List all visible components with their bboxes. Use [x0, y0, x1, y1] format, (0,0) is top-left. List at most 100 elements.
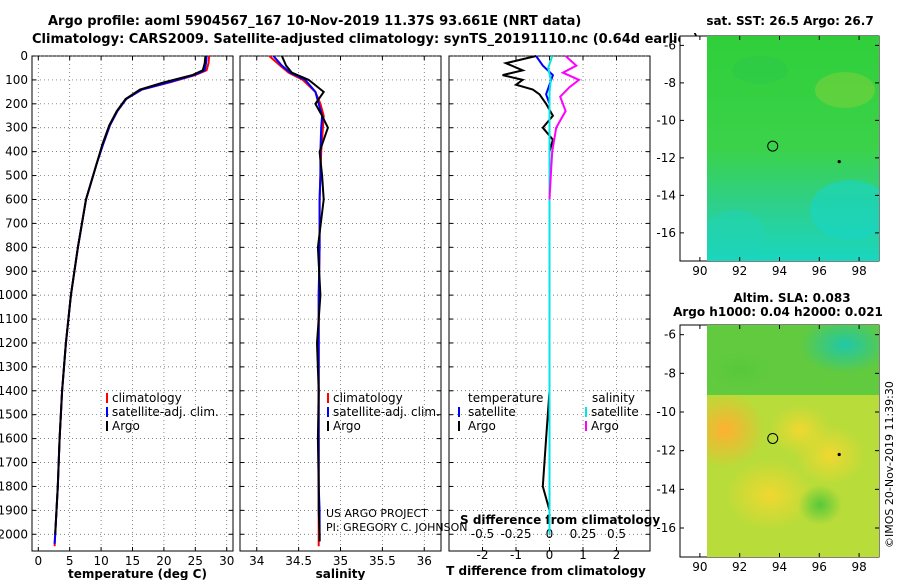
x-tick-label: 92 [732, 264, 747, 278]
y-tick-label: -12 [656, 444, 676, 458]
legend-title: temperature [468, 391, 543, 405]
legend-label: satellite [591, 405, 639, 419]
legend-label: satellite-adj. clim. [112, 405, 219, 419]
legend-label: climatology [333, 391, 403, 405]
y-tick-label: -14 [656, 188, 676, 202]
y-tick-label: 1700 [0, 456, 28, 470]
x-tick-label: 92 [732, 560, 747, 574]
x-tick-label: 34 [249, 554, 264, 568]
credit-line-1: US ARGO PROJECT [326, 507, 428, 520]
series-s-satellite [547, 55, 554, 535]
series-satellite-adj-clim- [272, 55, 324, 542]
series-s-argo [548, 55, 581, 200]
y-tick-label: -8 [664, 366, 676, 380]
y-tick-label: 1100 [0, 312, 28, 326]
x-tick-label: 0 [546, 548, 554, 562]
x-tick-label: 96 [812, 264, 827, 278]
y-tick-label: 1800 [0, 479, 28, 493]
y-tick-label: 1900 [0, 503, 28, 517]
y-tick-label: 1000 [0, 288, 28, 302]
y-tick-label: 800 [5, 240, 28, 254]
legend-label: satellite [468, 405, 516, 419]
series-climatology [53, 55, 211, 547]
legend-label: Argo [468, 419, 496, 433]
series-t-argo [502, 55, 555, 535]
profile-location-marker [767, 140, 779, 152]
x-tick-label: 90 [692, 560, 707, 574]
y-tick-label: -10 [656, 405, 676, 419]
legend-label: Argo [112, 419, 140, 433]
y-tick-label: 1600 [0, 432, 28, 446]
x-tick-label: 35 [333, 554, 348, 568]
sla-map-panel: Altim. SLA: 0.083 Argo h1000: 0.04 h2000… [656, 291, 883, 574]
x-tick-label: 90 [692, 264, 707, 278]
x2-tick-label: -0.5 [471, 527, 494, 541]
x2-axis-label: S difference from climatology [460, 513, 660, 527]
salinity-panel: 34 34.5 35 35.5 36 salinity climatologysatelli… [239, 55, 442, 580]
x2-tick-label: 0.5 [607, 527, 626, 541]
x-tick-label: 25 [188, 554, 203, 568]
y-tick-label: -14 [656, 482, 676, 496]
grid [32, 55, 233, 551]
y-tick-label: -6 [664, 38, 676, 52]
legend-title: salinity [592, 391, 635, 405]
y-tick-label: 500 [5, 169, 28, 183]
float-location-marker [837, 452, 841, 457]
legend-label: Argo [333, 419, 361, 433]
series-climatology [268, 55, 325, 547]
grid [240, 55, 441, 551]
x-tick-label: 0 [34, 554, 42, 568]
x-tick-label: 35.5 [369, 554, 396, 568]
credit-line-2: PI: GREGORY C. JOHNSON [326, 521, 467, 534]
y-tick-label: 300 [5, 121, 28, 135]
x-tick-label: 98 [851, 560, 866, 574]
figure-title: Argo profile: aoml 5904567_167 10-Nov-20… [48, 14, 581, 29]
y-tick-label: -16 [656, 521, 676, 535]
y-tick-label: 2000 [0, 527, 28, 541]
y-tick-label: 1300 [0, 360, 28, 374]
sla-map-subtitle: Argo h1000: 0.04 h2000: 0.021 [673, 305, 883, 319]
x-tick-label: 96 [812, 560, 827, 574]
y-tick-label: -8 [664, 76, 676, 90]
y-tick-label: -10 [656, 113, 676, 127]
x-tick-label: -1 [510, 548, 522, 562]
profile-location-marker [767, 432, 779, 444]
x-axis-label: temperature (deg C) [68, 567, 207, 580]
legend-label: climatology [112, 391, 182, 405]
x-tick-label: 2 [613, 548, 621, 562]
x-tick-label: 1 [579, 548, 587, 562]
difference-panel: -0.5 -0.25 0 0.25 0.5-2 -1 0 1 2S difference fro… [446, 55, 660, 578]
x-tick-label: 94 [772, 264, 787, 278]
temperature-panel: 0100200300400500600700800900100011001200… [0, 49, 234, 580]
sst-map-title: sat. SST: 26.5 Argo: 26.7 [706, 14, 873, 28]
y-tick-label: -16 [656, 226, 676, 240]
y-tick-label: 200 [5, 97, 28, 111]
x-tick-label: 34.5 [285, 554, 312, 568]
x2-tick-label: -0.25 [500, 527, 531, 541]
series-argo [54, 55, 207, 535]
sla-field [707, 325, 879, 557]
y-tick-label: 900 [5, 264, 28, 278]
legend-label: Argo [591, 419, 619, 433]
y-tick-label: 600 [5, 192, 28, 206]
x-axis-label: salinity [316, 567, 366, 580]
y-tick-label: -12 [656, 151, 676, 165]
y-tick-label: 700 [5, 216, 28, 230]
series-argo [280, 55, 329, 542]
y-tick-label: 100 [5, 73, 28, 87]
x-tick-label: -2 [477, 548, 489, 562]
y-tick-label: -6 [664, 328, 676, 342]
sst-field [707, 36, 879, 261]
x-tick-label: 5 [66, 554, 74, 568]
y-tick-label: 0 [20, 49, 28, 63]
series-satellite-adj-clim- [53, 55, 208, 544]
x-axis-label: T difference from climatology [446, 564, 646, 578]
y-tick-label: 1400 [0, 384, 28, 398]
sst-map-panel: sat. SST: 26.5 Argo: 26.7 90 92 94 96 98 -6 -8… [656, 14, 880, 278]
float-location-marker [837, 160, 841, 164]
x-tick-label: 98 [851, 264, 866, 278]
imos-stamp: ©IMOS 20-Nov-2019 11:39:30 [883, 381, 896, 548]
x-tick-label: 15 [125, 554, 140, 568]
x-tick-label: 36 [417, 554, 432, 568]
